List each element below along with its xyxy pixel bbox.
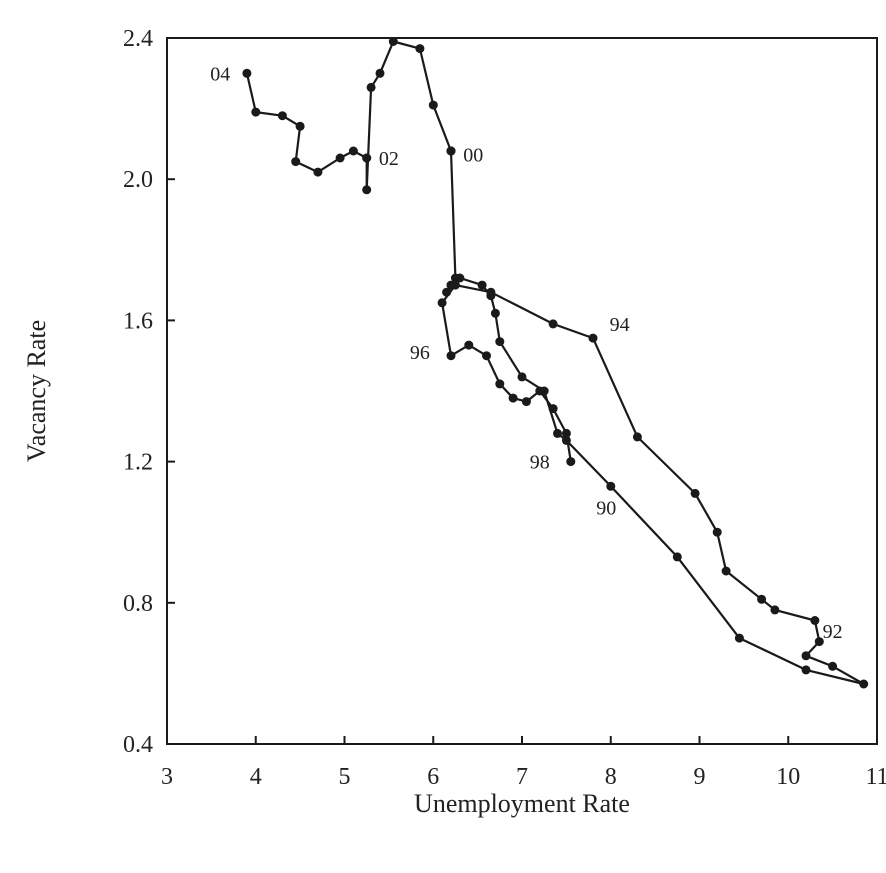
data-point bbox=[446, 351, 456, 361]
data-point bbox=[588, 333, 598, 343]
data-point bbox=[561, 428, 571, 438]
y-axis: 0.4 0.8 1.2 1.6 2.0 2.4 bbox=[123, 26, 175, 758]
data-point bbox=[348, 146, 358, 156]
x-tick-label: 4 bbox=[250, 764, 262, 790]
data-point bbox=[814, 637, 824, 647]
data-point bbox=[366, 82, 376, 92]
data-point bbox=[757, 594, 767, 604]
data-point bbox=[548, 404, 558, 414]
data-point bbox=[508, 393, 518, 403]
data-point bbox=[828, 661, 838, 671]
x-tick-label: 5 bbox=[339, 764, 351, 790]
data-point bbox=[415, 44, 425, 54]
data-point bbox=[437, 298, 447, 308]
series-layer bbox=[242, 37, 869, 689]
data-point bbox=[450, 273, 460, 283]
data-point bbox=[606, 481, 616, 491]
y-tick-label: 0.8 bbox=[123, 591, 153, 617]
y-tick-label: 1.6 bbox=[123, 308, 153, 334]
year-label: 04 bbox=[210, 63, 230, 85]
x-tick-label: 11 bbox=[865, 764, 886, 790]
x-tick-label: 3 bbox=[161, 764, 173, 790]
data-point bbox=[801, 665, 811, 675]
x-tick-label: 10 bbox=[776, 764, 800, 790]
data-point bbox=[770, 605, 780, 615]
data-point bbox=[810, 616, 820, 625]
y-tick-label: 0.4 bbox=[123, 732, 153, 758]
data-point bbox=[690, 488, 700, 498]
data-point bbox=[362, 153, 372, 163]
data-point bbox=[242, 68, 252, 78]
y-tick-label: 2.0 bbox=[123, 167, 153, 193]
x-tick-label: 9 bbox=[694, 764, 706, 790]
data-point bbox=[632, 432, 642, 442]
data-point bbox=[428, 100, 438, 110]
data-point bbox=[721, 566, 731, 576]
data-point bbox=[335, 153, 345, 163]
data-point bbox=[291, 157, 301, 167]
data-point bbox=[464, 340, 474, 350]
data-point bbox=[561, 435, 571, 445]
data-point bbox=[446, 280, 456, 290]
data-point bbox=[482, 351, 491, 361]
data-point bbox=[375, 68, 385, 78]
y-tick-label: 1.2 bbox=[123, 450, 153, 476]
y-tick-label: 2.4 bbox=[123, 26, 153, 52]
data-point bbox=[495, 379, 505, 389]
year-label: 90 bbox=[596, 498, 616, 520]
series-line bbox=[245, 40, 865, 686]
x-tick-label: 7 bbox=[516, 764, 528, 790]
data-point bbox=[277, 111, 287, 121]
data-point bbox=[672, 552, 682, 562]
year-label: 92 bbox=[823, 621, 843, 643]
data-point bbox=[313, 167, 323, 177]
data-point bbox=[553, 428, 562, 438]
data-point bbox=[539, 386, 549, 396]
plot-frame bbox=[166, 37, 878, 745]
data-point bbox=[442, 287, 452, 297]
x-tick-label: 8 bbox=[605, 764, 617, 790]
data-point bbox=[490, 308, 500, 318]
year-label: 98 bbox=[530, 452, 550, 474]
data-point bbox=[477, 280, 487, 290]
data-point bbox=[734, 633, 744, 643]
data-point bbox=[517, 372, 527, 382]
data-point bbox=[446, 146, 456, 156]
year-label: 00 bbox=[463, 145, 483, 167]
data-point bbox=[801, 651, 811, 661]
x-tick-label: 6 bbox=[427, 764, 439, 790]
data-point bbox=[486, 291, 496, 301]
data-point bbox=[388, 37, 398, 46]
year-label: 96 bbox=[410, 342, 430, 364]
data-point bbox=[295, 121, 305, 131]
data-point bbox=[362, 185, 372, 195]
x-axis-title: Unemployment Rate bbox=[414, 789, 630, 818]
y-axis-title: Vacancy Rate bbox=[22, 320, 51, 462]
data-point bbox=[251, 107, 261, 117]
year-label: 94 bbox=[610, 314, 630, 336]
x-axis: 3 4 5 6 7 8 9 10 11 bbox=[161, 736, 886, 790]
data-point bbox=[859, 679, 869, 689]
annotation-layer: 90 92 94 96 98 00 02 04 bbox=[210, 63, 842, 643]
data-point bbox=[712, 527, 722, 537]
year-label: 02 bbox=[379, 148, 399, 170]
data-point bbox=[521, 397, 531, 407]
data-point bbox=[548, 319, 558, 329]
data-point bbox=[566, 457, 576, 467]
data-point bbox=[495, 337, 505, 347]
